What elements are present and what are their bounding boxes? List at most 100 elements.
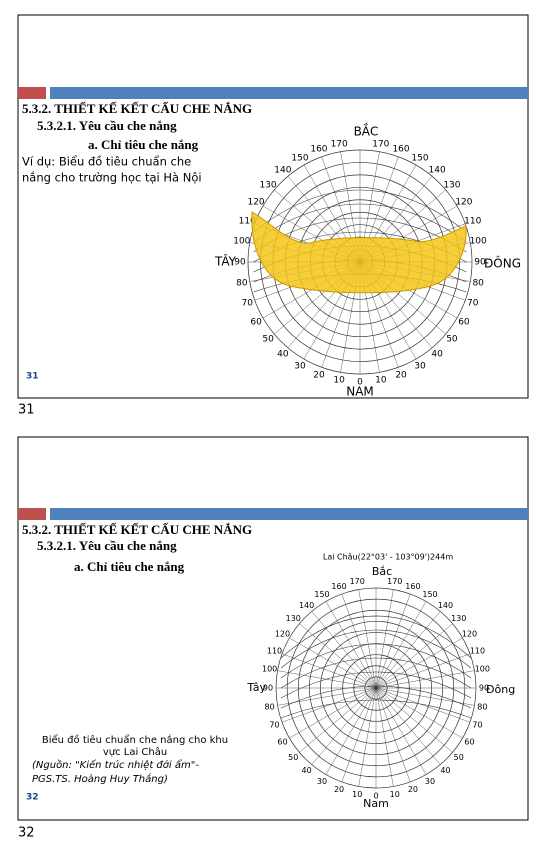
grid-ring [364, 676, 388, 700]
grid-spoke [311, 687, 377, 765]
west-label: Tây [246, 681, 266, 694]
azimuth-label: 10 [352, 790, 362, 799]
section: a. Chỉ tiêu che nắng [74, 559, 185, 574]
azimuth-label: 80 [236, 278, 248, 288]
azimuth-label: 90 [479, 684, 489, 693]
azimuth-label: 160 [392, 145, 409, 155]
azimuth-label: 140 [299, 601, 314, 610]
azimuth-label: 70 [467, 299, 479, 309]
azimuth-label: 140 [438, 601, 453, 610]
accent-bar [18, 508, 46, 520]
grid-spoke [375, 687, 475, 706]
grid-spoke [325, 687, 377, 775]
grid-ring [320, 632, 432, 744]
azimuth-label: 110 [464, 216, 481, 226]
grid-spoke [358, 589, 377, 689]
grid-spoke [299, 623, 377, 689]
azimuth-label: 170 [372, 139, 389, 149]
azimuth-label: 60 [458, 318, 470, 328]
page-number: 32 [18, 826, 35, 841]
text: nắng cho trường học tại Hà Nội [22, 171, 202, 185]
grid-spoke [281, 687, 377, 723]
east-label: Đông [486, 683, 515, 696]
grid-spoke [375, 653, 471, 689]
azimuth-label: 10 [375, 376, 387, 386]
azimuth-label: 120 [275, 630, 290, 639]
section: a. Chỉ tiêu che nắng [88, 137, 199, 152]
slide-number: 32 [26, 793, 39, 803]
shading-zone [251, 211, 467, 294]
grid-spoke [375, 611, 441, 689]
grid-spoke [289, 637, 377, 689]
accent-bar [18, 87, 46, 99]
grid-spoke [277, 670, 377, 689]
azimuth-label: 40 [431, 349, 443, 359]
azimuth-label: 50 [454, 753, 464, 762]
grid-ring [247, 149, 473, 375]
grid-ring [275, 587, 477, 789]
source: (Nguồn: "Kiến trúc nhiệt đới ẩm"- [32, 758, 199, 771]
azimuth-label: 30 [294, 361, 306, 371]
azimuth-label: 0 [373, 792, 378, 801]
azimuth-label: 110 [239, 216, 256, 226]
azimuth-label: 40 [440, 766, 450, 775]
azimuth-label: 50 [446, 335, 458, 345]
azimuth-label: 20 [334, 785, 344, 794]
azimuth-label: 70 [472, 720, 482, 729]
north-label: BẮC [354, 123, 379, 139]
grid-spoke [375, 670, 475, 689]
azimuth-label: 30 [425, 777, 435, 786]
azimuth-label: 160 [331, 582, 346, 591]
azimuth-label: 80 [472, 278, 484, 288]
grid-ring [331, 643, 421, 733]
azimuth-label: 10 [390, 790, 400, 799]
diagram-title: Lai Châu(22°03' - 103°09')244m [323, 553, 453, 562]
azimuth-label: 110 [470, 647, 485, 656]
azimuth-label: 140 [429, 166, 446, 176]
azimuth-label: 60 [250, 318, 262, 328]
grid-spoke [375, 637, 463, 689]
grid-spoke [375, 687, 463, 739]
grid-ring [342, 654, 410, 722]
subheading: 5.3.2.1. Yêu cầu che nắng [37, 118, 177, 133]
grid-spoke [375, 601, 427, 689]
azimuth-label: 150 [411, 154, 428, 164]
grid-spoke [375, 687, 427, 775]
heading: 5.3.2. THIẾT KẾ KẾT CẤU CHE NẮNG [22, 101, 252, 116]
north-label: Bắc [372, 565, 392, 578]
grid-spoke [341, 687, 377, 783]
heading: 5.3.2. THIẾT KẾ KẾT CẤU CHE NẮNG [22, 522, 252, 537]
azimuth-label: 90 [263, 684, 273, 693]
azimuth-label: 30 [414, 361, 426, 371]
azimuth-label: 170 [331, 139, 348, 149]
grid-spoke [299, 687, 377, 753]
azimuth-label: 110 [267, 647, 282, 656]
grid-ring [353, 665, 399, 711]
grid-spoke [375, 687, 441, 765]
azimuth-label: 100 [262, 665, 277, 674]
grid-spoke [375, 593, 411, 689]
grid-ring [297, 609, 455, 767]
azimuth-label: 0 [357, 378, 363, 388]
azimuth-label: 100 [470, 237, 487, 247]
azimuth-label: 120 [462, 630, 477, 639]
caption: vực Lai Châu [103, 746, 167, 758]
south-label: Nam [363, 797, 389, 810]
azimuth-label: 150 [314, 590, 329, 599]
azimuth-label: 150 [422, 590, 437, 599]
caption: Biểu đồ tiêu chuẩn che nắng cho khu [42, 733, 228, 746]
azimuth-label: 10 [333, 376, 345, 386]
azimuth-label: 40 [301, 766, 311, 775]
west-label: TÂY [214, 254, 237, 269]
grid-spoke [375, 623, 453, 689]
azimuth-label: 170 [387, 577, 402, 586]
azimuth-label: 50 [262, 335, 274, 345]
azimuth-label: 40 [277, 349, 289, 359]
azimuth-label: 120 [247, 198, 264, 208]
azimuth-label: 60 [464, 738, 474, 747]
grid-spoke [358, 687, 377, 787]
azimuth-label: 130 [443, 180, 460, 190]
